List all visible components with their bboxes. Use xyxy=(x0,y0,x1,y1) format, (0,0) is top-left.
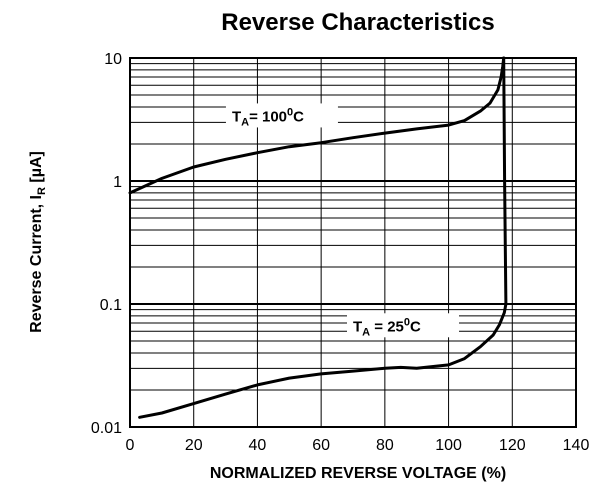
y-tick-label: 10 xyxy=(104,51,122,68)
chart-title: Reverse Characteristics xyxy=(221,9,495,36)
y-axis-label-unit: [µA] xyxy=(28,151,45,187)
annotation-main: T xyxy=(353,318,362,335)
x-tick-label: 100 xyxy=(435,437,462,454)
y-tick-label: 0.1 xyxy=(100,297,122,314)
annotation-tail: C xyxy=(410,318,421,335)
annotation-background xyxy=(347,313,459,338)
y-axis-label: Reverse Current, IR [µA] xyxy=(28,151,48,333)
annotation-tail: C xyxy=(293,108,304,125)
series-line xyxy=(128,56,506,195)
y-tick-labels: 0.01 0.1 1 10 xyxy=(91,51,122,437)
plot-frame xyxy=(129,57,577,428)
series-annotation: TA= 1000C xyxy=(232,106,304,128)
annotation-subscript: A xyxy=(241,116,249,128)
annotation-subscript: A xyxy=(362,326,370,338)
y-axis-label-sub: R xyxy=(36,187,48,195)
x-tick-label: 120 xyxy=(499,437,526,454)
x-tick-label: 60 xyxy=(312,437,330,454)
series-annotation: TA = 250C xyxy=(353,316,421,338)
annotation-superscript: 0 xyxy=(404,316,410,328)
x-tick-label: 140 xyxy=(563,437,590,454)
annotation-superscript: 0 xyxy=(287,106,293,118)
y-tick-label: 0.01 xyxy=(91,420,122,437)
series-line xyxy=(138,56,508,419)
x-tick-label: 20 xyxy=(185,437,203,454)
y-axis-label-main: Reverse Current, I xyxy=(28,195,45,333)
x-tick-labels: 0 20 40 60 80 100 120 140 xyxy=(126,437,590,454)
x-tick-label: 40 xyxy=(249,437,267,454)
annotation-main: T xyxy=(232,108,241,125)
annotation-text: = 100 xyxy=(249,108,287,125)
x-tick-label: 0 xyxy=(126,437,135,454)
annotation-text: = 25 xyxy=(370,318,404,335)
y-tick-label: 1 xyxy=(113,174,122,191)
annotation-background xyxy=(225,103,338,128)
x-axis-label: NORMALIZED REVERSE VOLTAGE (%) xyxy=(210,465,506,482)
x-tick-label: 80 xyxy=(376,437,394,454)
